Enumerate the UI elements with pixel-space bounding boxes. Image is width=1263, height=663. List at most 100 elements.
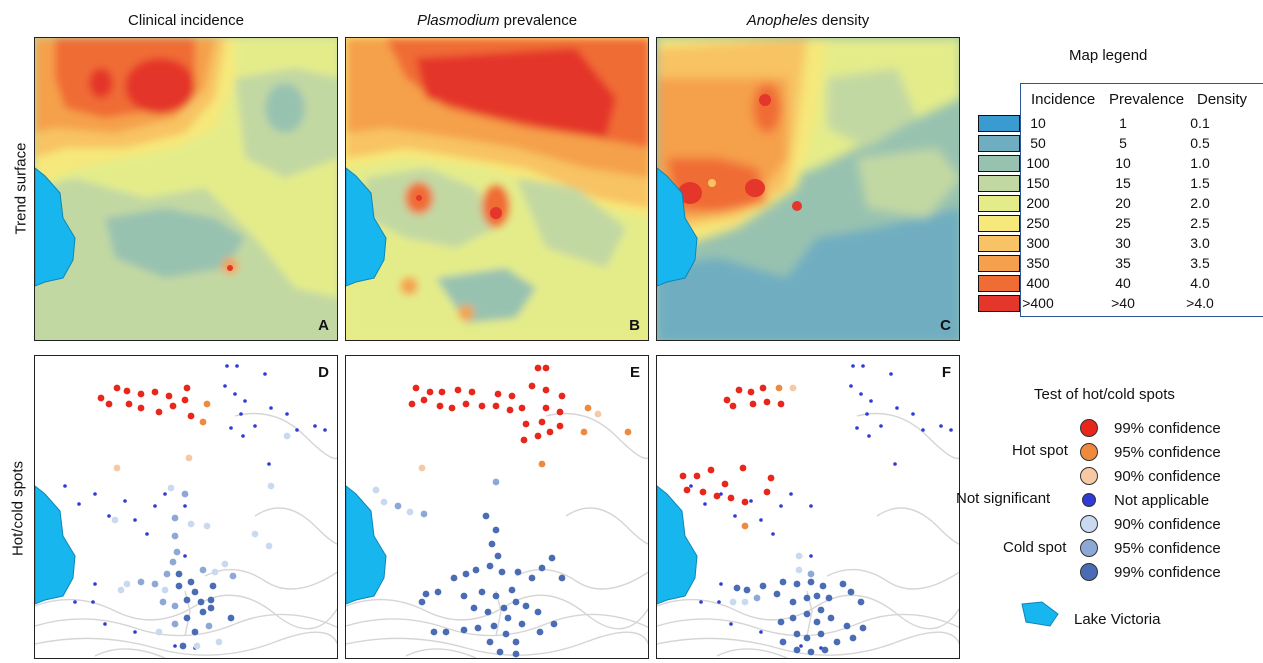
spot-dot [285, 412, 289, 416]
spot-dot [839, 580, 847, 588]
spot-dot [221, 560, 229, 568]
spot-dot [494, 390, 502, 398]
terrain-relief [657, 631, 959, 656]
spot-dot [265, 542, 273, 550]
spot-dot [137, 404, 145, 412]
legend-value-incidence: 10 [1030, 115, 1046, 131]
spot-dot [763, 488, 771, 496]
spot-dot [191, 588, 199, 596]
hotcold-legend-dot [1080, 563, 1098, 581]
map-legend-header: Incidence Prevalence Density [1020, 83, 1263, 113]
spot-dot [803, 634, 811, 642]
spot-dot [867, 434, 871, 438]
map-panel-d: D [34, 355, 338, 659]
spot-dot [494, 552, 502, 560]
spot-dot [520, 436, 528, 444]
spot-dot [380, 498, 388, 506]
spot-dot [522, 420, 530, 428]
hotcold-legend-dot [1080, 467, 1098, 485]
spot-dot [817, 606, 825, 614]
spot-dot [420, 510, 428, 518]
spot-dot [713, 492, 721, 500]
spot-dot [504, 614, 512, 622]
spot-dot [474, 624, 482, 632]
spot-dot [199, 418, 207, 426]
spot-dot [556, 422, 564, 430]
spot-dot [171, 602, 179, 610]
spot-dot [187, 520, 195, 528]
spot-dot [159, 598, 167, 606]
spot-dot [717, 600, 721, 604]
spot-dot [699, 600, 703, 604]
spot-dot [155, 408, 163, 416]
spot-dot [133, 630, 137, 634]
spot-dot [799, 644, 803, 648]
lake-icon [1021, 601, 1059, 627]
spot-dot [789, 384, 797, 392]
legend-value-incidence: 300 [1026, 235, 1050, 251]
spot-dot [821, 646, 829, 654]
spot-dot [484, 608, 492, 616]
spot-dot [169, 402, 177, 410]
spot-dot [548, 554, 556, 562]
legend-value-prevalence: >40 [1111, 295, 1135, 311]
spot-dot [699, 488, 707, 496]
spot-dot [767, 474, 775, 482]
terrain-relief [204, 568, 337, 590]
terrain-relief [35, 594, 337, 630]
spot-dot [205, 622, 213, 630]
spot-dot [741, 598, 749, 606]
trend-surface-map [35, 38, 337, 340]
spot-dot [199, 608, 207, 616]
spot-dot [117, 586, 125, 594]
spot-dot [759, 384, 767, 392]
hotcold-legend-label: 99% confidence [1114, 420, 1221, 437]
spot-dot [817, 630, 825, 638]
legend-value-incidence: 200 [1026, 195, 1050, 211]
spot-dot [807, 570, 815, 578]
terrain-relief [405, 648, 477, 658]
spot-dot [123, 387, 131, 395]
spot-dot [181, 490, 189, 498]
spot-dot [536, 628, 544, 636]
spot-dot [107, 514, 111, 518]
spot-dot [163, 492, 167, 496]
lake-victoria-label: Lake Victoria [1074, 611, 1161, 628]
spot-dot [825, 594, 833, 602]
spot-dot [735, 386, 743, 394]
hot-cold-spot-map [657, 356, 959, 658]
spot-dot [161, 586, 169, 594]
spot-dot [703, 502, 707, 506]
legend-header-prevalence: Prevalence [1109, 91, 1185, 108]
terrain-relief [565, 507, 648, 545]
spot-dot [807, 648, 815, 656]
spot-dot [203, 522, 211, 530]
spot-dot [558, 574, 566, 582]
hotcold-legend-label: 90% confidence [1114, 516, 1221, 533]
spot-dot [693, 472, 701, 480]
map-background [346, 356, 648, 658]
spot-dot [153, 504, 157, 508]
spot-dot [183, 596, 191, 604]
spot-dot [759, 630, 763, 634]
legend-value-incidence: 400 [1026, 275, 1050, 291]
terrain-relief [94, 648, 166, 658]
spot-dot [679, 472, 687, 480]
lake-victoria [35, 485, 76, 605]
spot-dot [512, 598, 520, 606]
spot-dot [454, 386, 462, 394]
legend-header-incidence: Incidence [1031, 91, 1096, 108]
spot-dot [151, 388, 159, 396]
column-title-anopheles-density: Anopheles density [656, 12, 960, 29]
legend-value-prevalence: 20 [1115, 195, 1131, 211]
spot-dot [241, 434, 245, 438]
spot-dot [795, 552, 803, 560]
spot-dot [793, 646, 801, 654]
spot-dot [225, 364, 229, 368]
map-panel-c: C [656, 37, 960, 341]
hotcold-legend-label: 90% confidence [1114, 468, 1221, 485]
hotcold-legend-dot [1082, 493, 1096, 507]
hotcold-legend-label: 95% confidence [1114, 444, 1221, 461]
legend-value-prevalence: 10 [1115, 155, 1131, 171]
spot-dot [482, 512, 490, 520]
